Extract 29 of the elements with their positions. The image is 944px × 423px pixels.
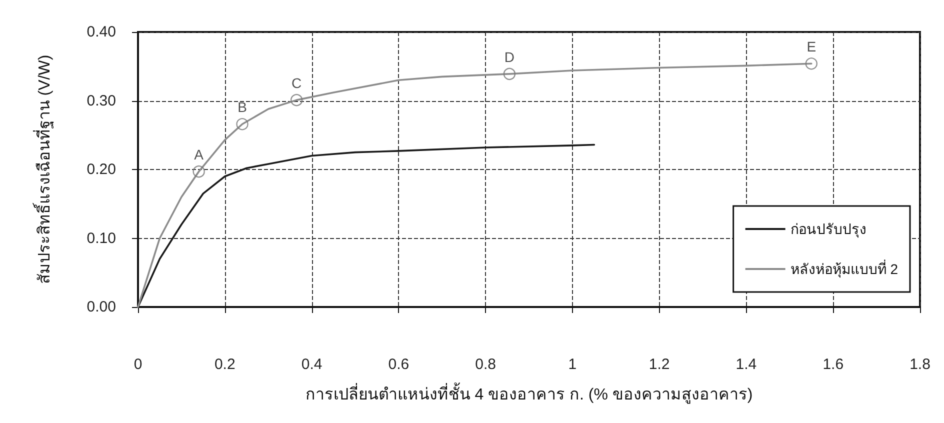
- annotation: D: [504, 48, 515, 65]
- annotation: C: [292, 74, 302, 91]
- x-tick-label: 0.2: [214, 356, 236, 373]
- x-tick-label: 1.2: [648, 356, 670, 373]
- point: [236, 118, 248, 130]
- x-tick-label: 0.6: [388, 356, 410, 373]
- legend-label: หลังห่อหุ้มแบบที่ 2: [790, 260, 898, 278]
- x-tick-label: 0.4: [301, 356, 322, 373]
- x-tick-label: 0: [134, 356, 142, 373]
- legend-label: ก่อนปรับปรุง: [790, 221, 866, 238]
- y-tick-label: 0.00: [86, 298, 116, 316]
- x-tick-label: 0.8: [475, 356, 496, 373]
- x-tick-label: 1.8: [910, 356, 930, 373]
- y-axis-title: สัมประสิทธิ์แรงเฉือนที่ฐาน (V/W): [32, 54, 54, 284]
- annotation: B: [238, 99, 247, 116]
- y-tick-label: 0.10: [86, 230, 116, 247]
- annotation: A: [194, 146, 204, 162]
- point: [503, 68, 516, 80]
- point: [192, 165, 205, 178]
- x-tick-label: 1.6: [822, 356, 844, 373]
- y-tick-label: 0.40: [86, 24, 116, 40]
- point: [290, 94, 303, 106]
- y-tick-label: 0.20: [86, 161, 116, 178]
- y-tick-label: 0.30: [86, 92, 116, 110]
- annotation: E: [806, 38, 816, 55]
- point: [805, 58, 818, 70]
- x-tick-label: 1: [568, 356, 577, 373]
- x-axis-title: การเปลี่ยนตำแหน่งที่ชั้น 4 ของอาคาร ก. (% ของความสูงอาคาร): [305, 382, 753, 404]
- x-tick-label: 1.4: [736, 356, 757, 373]
